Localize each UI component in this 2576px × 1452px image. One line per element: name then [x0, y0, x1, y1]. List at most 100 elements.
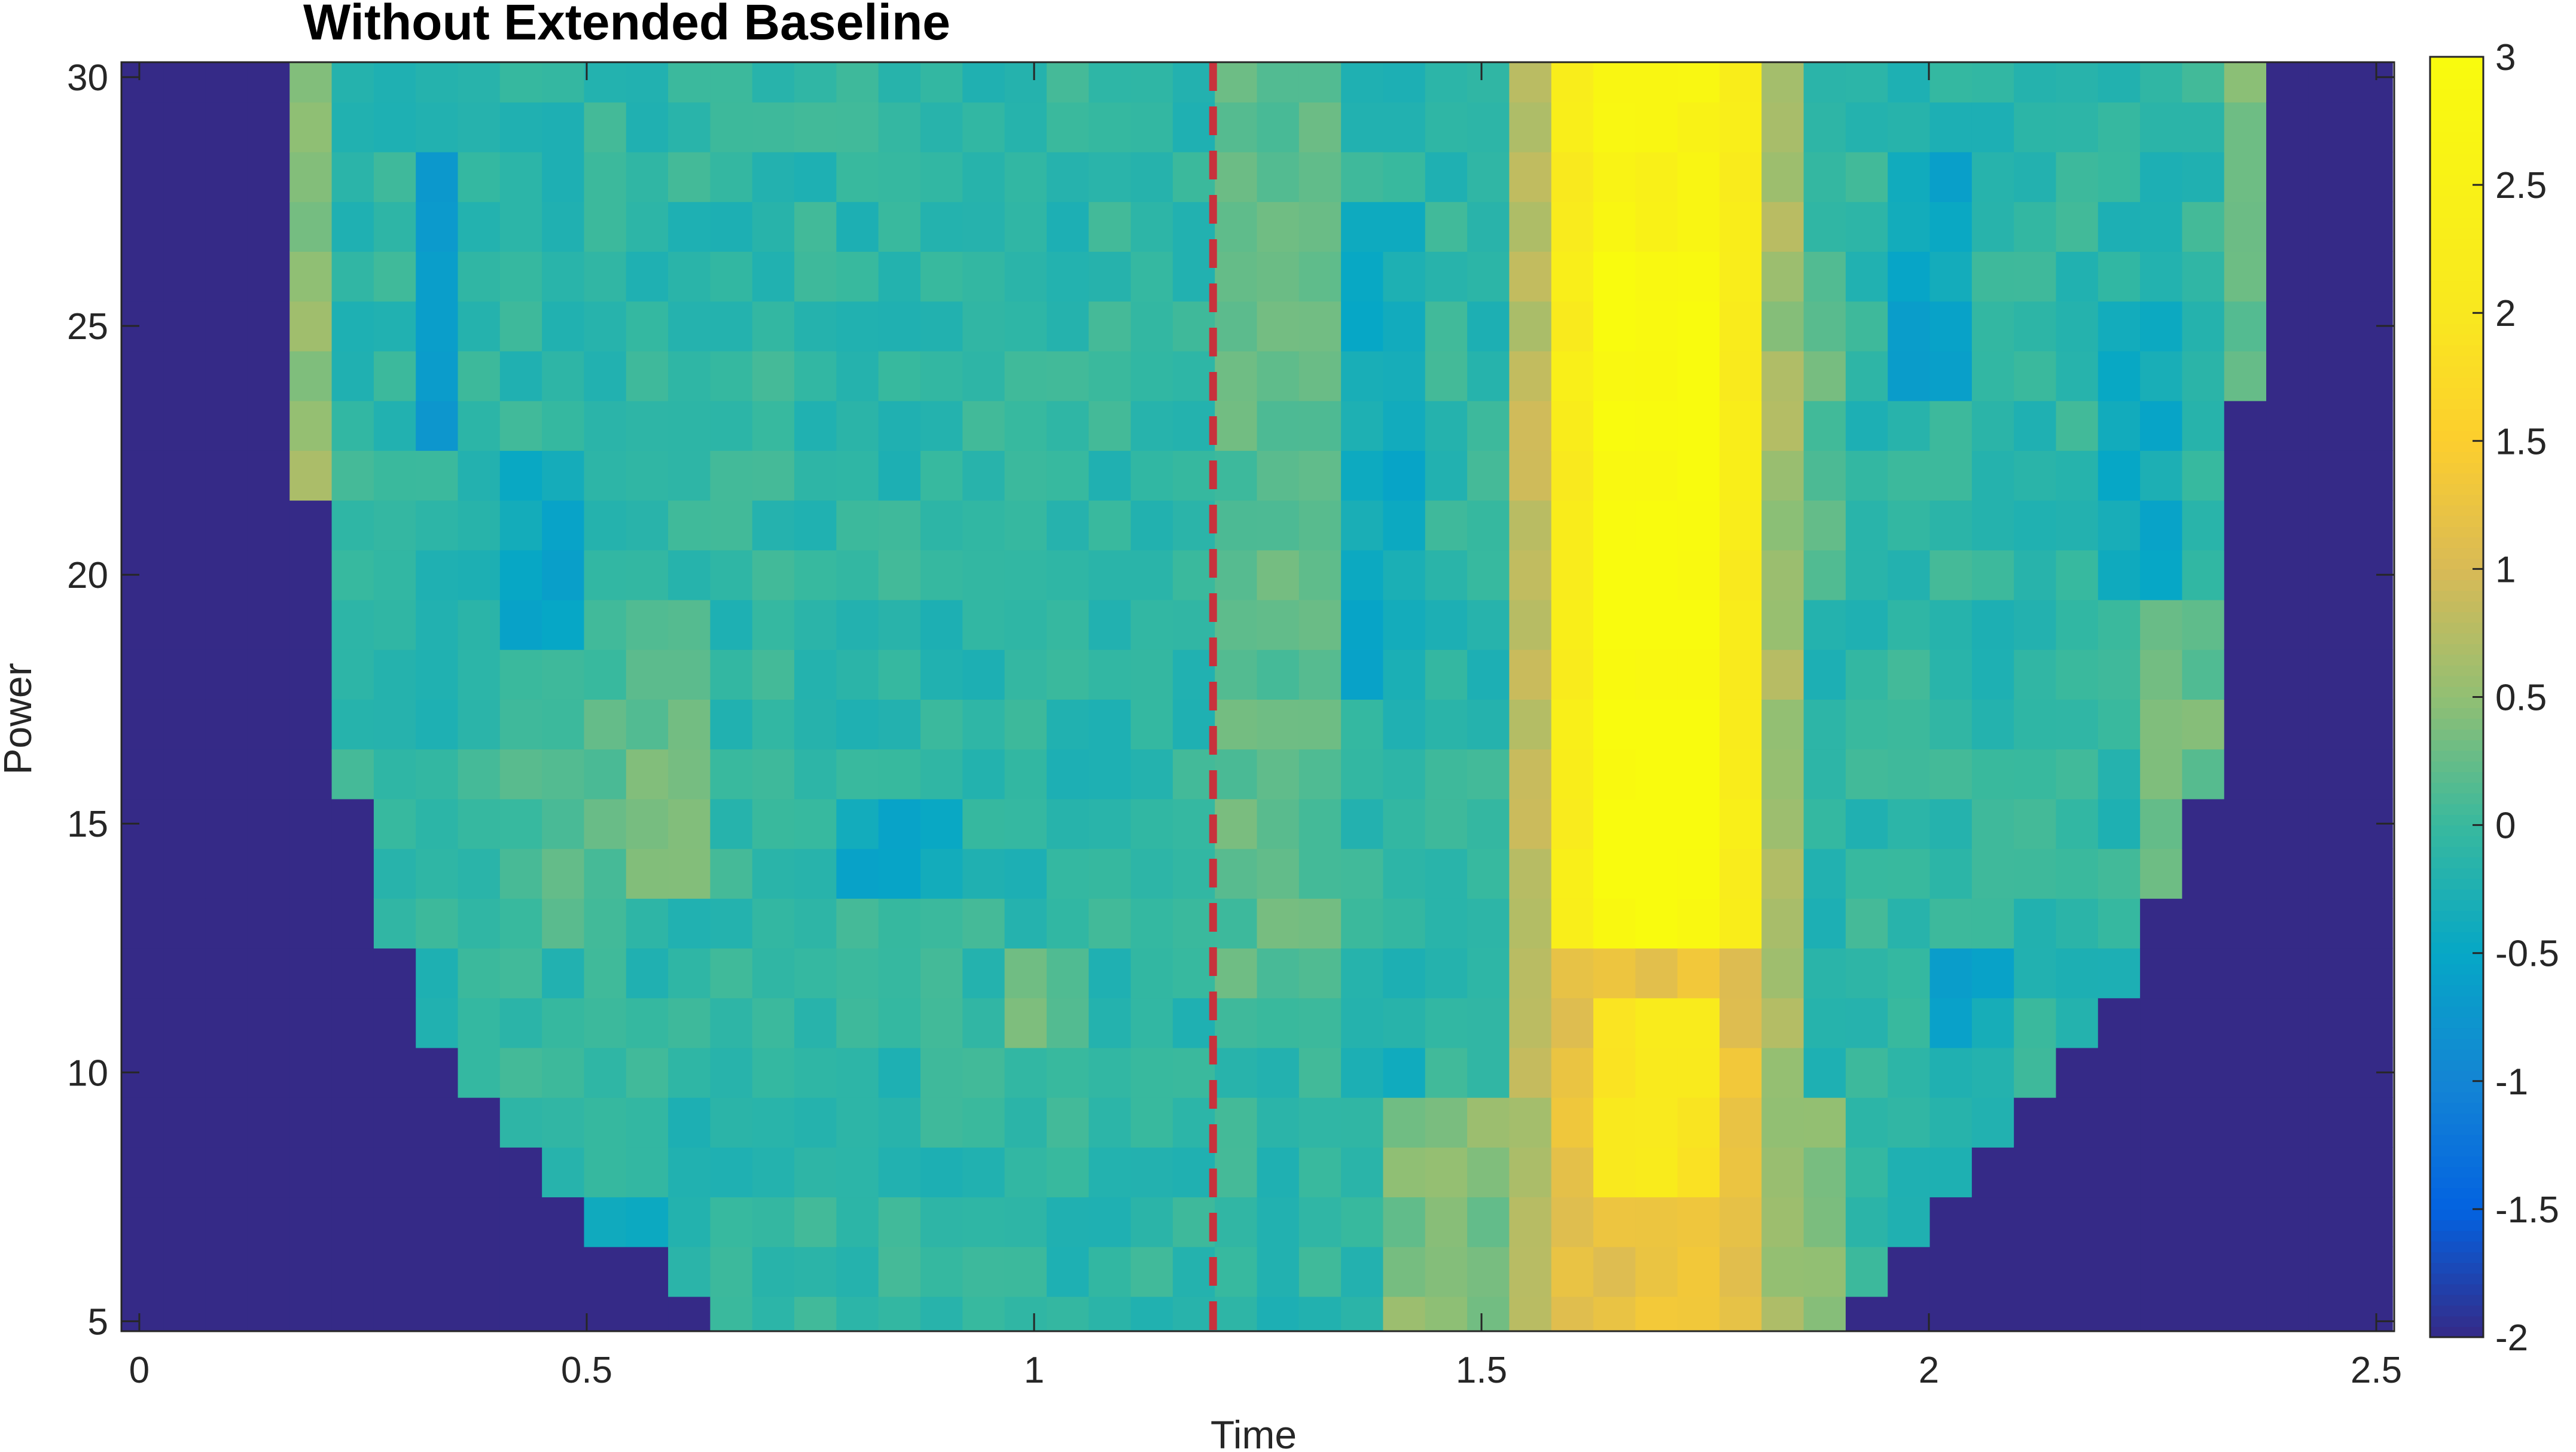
- heatmap-cell: [1677, 699, 1720, 750]
- colorbar-tick-label: -0.5: [2495, 934, 2559, 975]
- heatmap-cell: [1467, 202, 1510, 252]
- heatmap-cell: [2014, 948, 2057, 999]
- heatmap-cell: [1298, 151, 1342, 202]
- heatmap-cell: [163, 450, 206, 501]
- heatmap-cell: [1761, 450, 1804, 501]
- heatmap-cell: [2140, 998, 2183, 1048]
- heatmap-cell: [2140, 202, 2183, 252]
- heatmap-cell: [331, 649, 374, 700]
- heatmap-cell: [205, 202, 248, 252]
- heatmap-cell: [1004, 699, 1047, 750]
- heatmap-cell: [920, 62, 964, 103]
- heatmap-cell: [458, 948, 501, 999]
- heatmap-cell: [1593, 1197, 1636, 1247]
- heatmap-cell: [2056, 948, 2099, 999]
- heatmap-cell: [752, 500, 795, 551]
- heatmap-cell: [2266, 1246, 2309, 1297]
- heatmap-cell: [794, 301, 837, 352]
- heatmap-cell: [542, 350, 585, 401]
- heatmap-cell: [1298, 649, 1342, 700]
- heatmap-cell: [1467, 848, 1510, 899]
- heatmap-cell: [1172, 450, 1215, 501]
- colorbar-segment: [2430, 825, 2483, 837]
- heatmap-cell: [2182, 998, 2225, 1048]
- heatmap-cell: [205, 749, 248, 800]
- heatmap-cell: [458, 1097, 501, 1148]
- heatmap-cell: [1719, 1246, 1763, 1297]
- heatmap-cell: [1467, 1097, 1510, 1148]
- heatmap-cell: [836, 202, 879, 252]
- heatmap-cell: [2014, 1296, 2057, 1332]
- heatmap-cell: [2224, 599, 2267, 650]
- heatmap-cell: [626, 301, 669, 352]
- heatmap-cell: [499, 202, 542, 252]
- heatmap-cell: [247, 1047, 291, 1098]
- heatmap-cell: [1803, 202, 1846, 252]
- heatmap-cell: [205, 898, 248, 949]
- heatmap-cell: [458, 1296, 501, 1332]
- heatmap-cell: [1172, 1246, 1215, 1297]
- heatmap-cell: [1089, 450, 1132, 501]
- heatmap-cell: [1383, 550, 1426, 600]
- heatmap-cell: [1130, 450, 1173, 501]
- heatmap-cell: [163, 62, 206, 103]
- heatmap-cell: [2014, 151, 2057, 202]
- heatmap-cell: [2266, 599, 2309, 650]
- heatmap-cell: [962, 1246, 1005, 1297]
- heatmap-cell: [1971, 1147, 2014, 1198]
- heatmap-cell: [1383, 599, 1426, 650]
- heatmap-cell: [1888, 1197, 1931, 1247]
- colorbar-segment: [2430, 643, 2483, 655]
- heatmap-cell: [1677, 450, 1720, 501]
- heatmap-cell: [752, 1147, 795, 1198]
- heatmap-cell: [1509, 898, 1552, 949]
- heatmap-cell: [1677, 649, 1720, 700]
- heatmap-cell: [499, 1047, 542, 1098]
- heatmap-cell: [542, 1246, 585, 1297]
- heatmap-cell: [1130, 898, 1173, 949]
- heatmap-cell: [1888, 350, 1931, 401]
- heatmap-cell: [2182, 1296, 2225, 1332]
- heatmap-cell: [1089, 500, 1132, 551]
- heatmap-cell: [1719, 102, 1763, 152]
- heatmap-cell: [1383, 1147, 1426, 1198]
- colorbar-segment: [2430, 121, 2483, 132]
- heatmap-cell: [2140, 301, 2183, 352]
- heatmap-cell: [1719, 798, 1763, 849]
- colorbar-segment: [2430, 163, 2483, 175]
- heatmap-cell: [1551, 898, 1594, 949]
- heatmap-cell: [1298, 1296, 1342, 1332]
- heatmap-cell: [2014, 450, 2057, 501]
- heatmap-cell: [289, 699, 333, 750]
- heatmap-cell: [1677, 550, 1720, 600]
- heatmap-cell: [794, 450, 837, 501]
- heatmap-cell: [1971, 998, 2014, 1048]
- heatmap-cell: [584, 350, 627, 401]
- colorbar-segment: [2430, 611, 2483, 623]
- heatmap-cell: [710, 202, 753, 252]
- heatmap-cell: [2308, 1147, 2351, 1198]
- heatmap-cell: [247, 649, 291, 700]
- heatmap-cell: [1845, 1246, 1889, 1297]
- heatmap-cell: [2182, 848, 2225, 899]
- heatmap-cell: [163, 798, 206, 849]
- heatmap-cell: [1635, 1296, 1678, 1332]
- heatmap-cell: [1761, 599, 1804, 650]
- heatmap-cell: [878, 550, 921, 600]
- colorbar-segment: [2430, 259, 2483, 271]
- heatmap-cell: [1719, 400, 1763, 451]
- heatmap-cell: [668, 1147, 711, 1198]
- heatmap-cell: [836, 749, 879, 800]
- heatmap-cell: [962, 798, 1005, 849]
- heatmap-cell: [584, 550, 627, 600]
- heatmap-cell: [1298, 102, 1342, 152]
- heatmap-cell: [1761, 848, 1804, 899]
- heatmap-cell: [710, 102, 753, 152]
- heatmap-cell: [1383, 62, 1426, 103]
- heatmap-cell: [1845, 998, 1889, 1048]
- heatmap-cell: [2350, 62, 2393, 103]
- heatmap-cell: [1425, 599, 1468, 650]
- heatmap-cell: [2266, 1047, 2309, 1098]
- heatmap-cell: [878, 1147, 921, 1198]
- heatmap-cell: [2182, 251, 2225, 302]
